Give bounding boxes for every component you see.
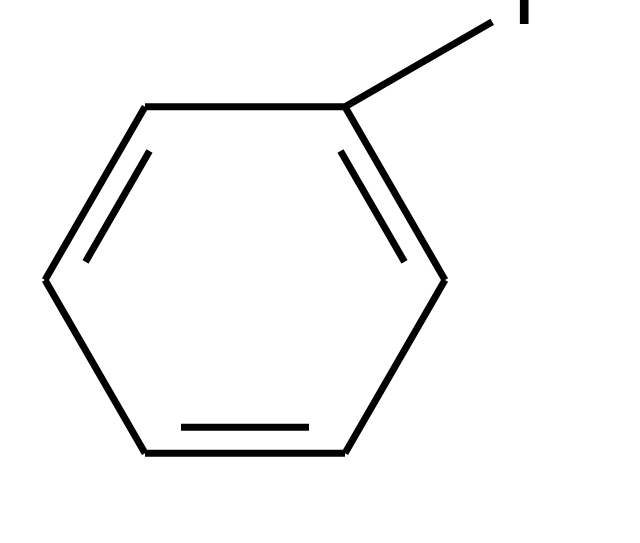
ring-bond bbox=[345, 107, 445, 280]
ring-bond bbox=[45, 107, 145, 280]
ring-double-bond bbox=[86, 151, 150, 262]
substituent-bond bbox=[345, 22, 492, 107]
iodine-atom-label: I bbox=[516, 0, 533, 37]
ring-bond bbox=[345, 280, 445, 453]
molecule-diagram: I bbox=[0, 0, 640, 543]
ring-double-bond bbox=[340, 151, 404, 262]
ring-bond bbox=[45, 280, 145, 453]
